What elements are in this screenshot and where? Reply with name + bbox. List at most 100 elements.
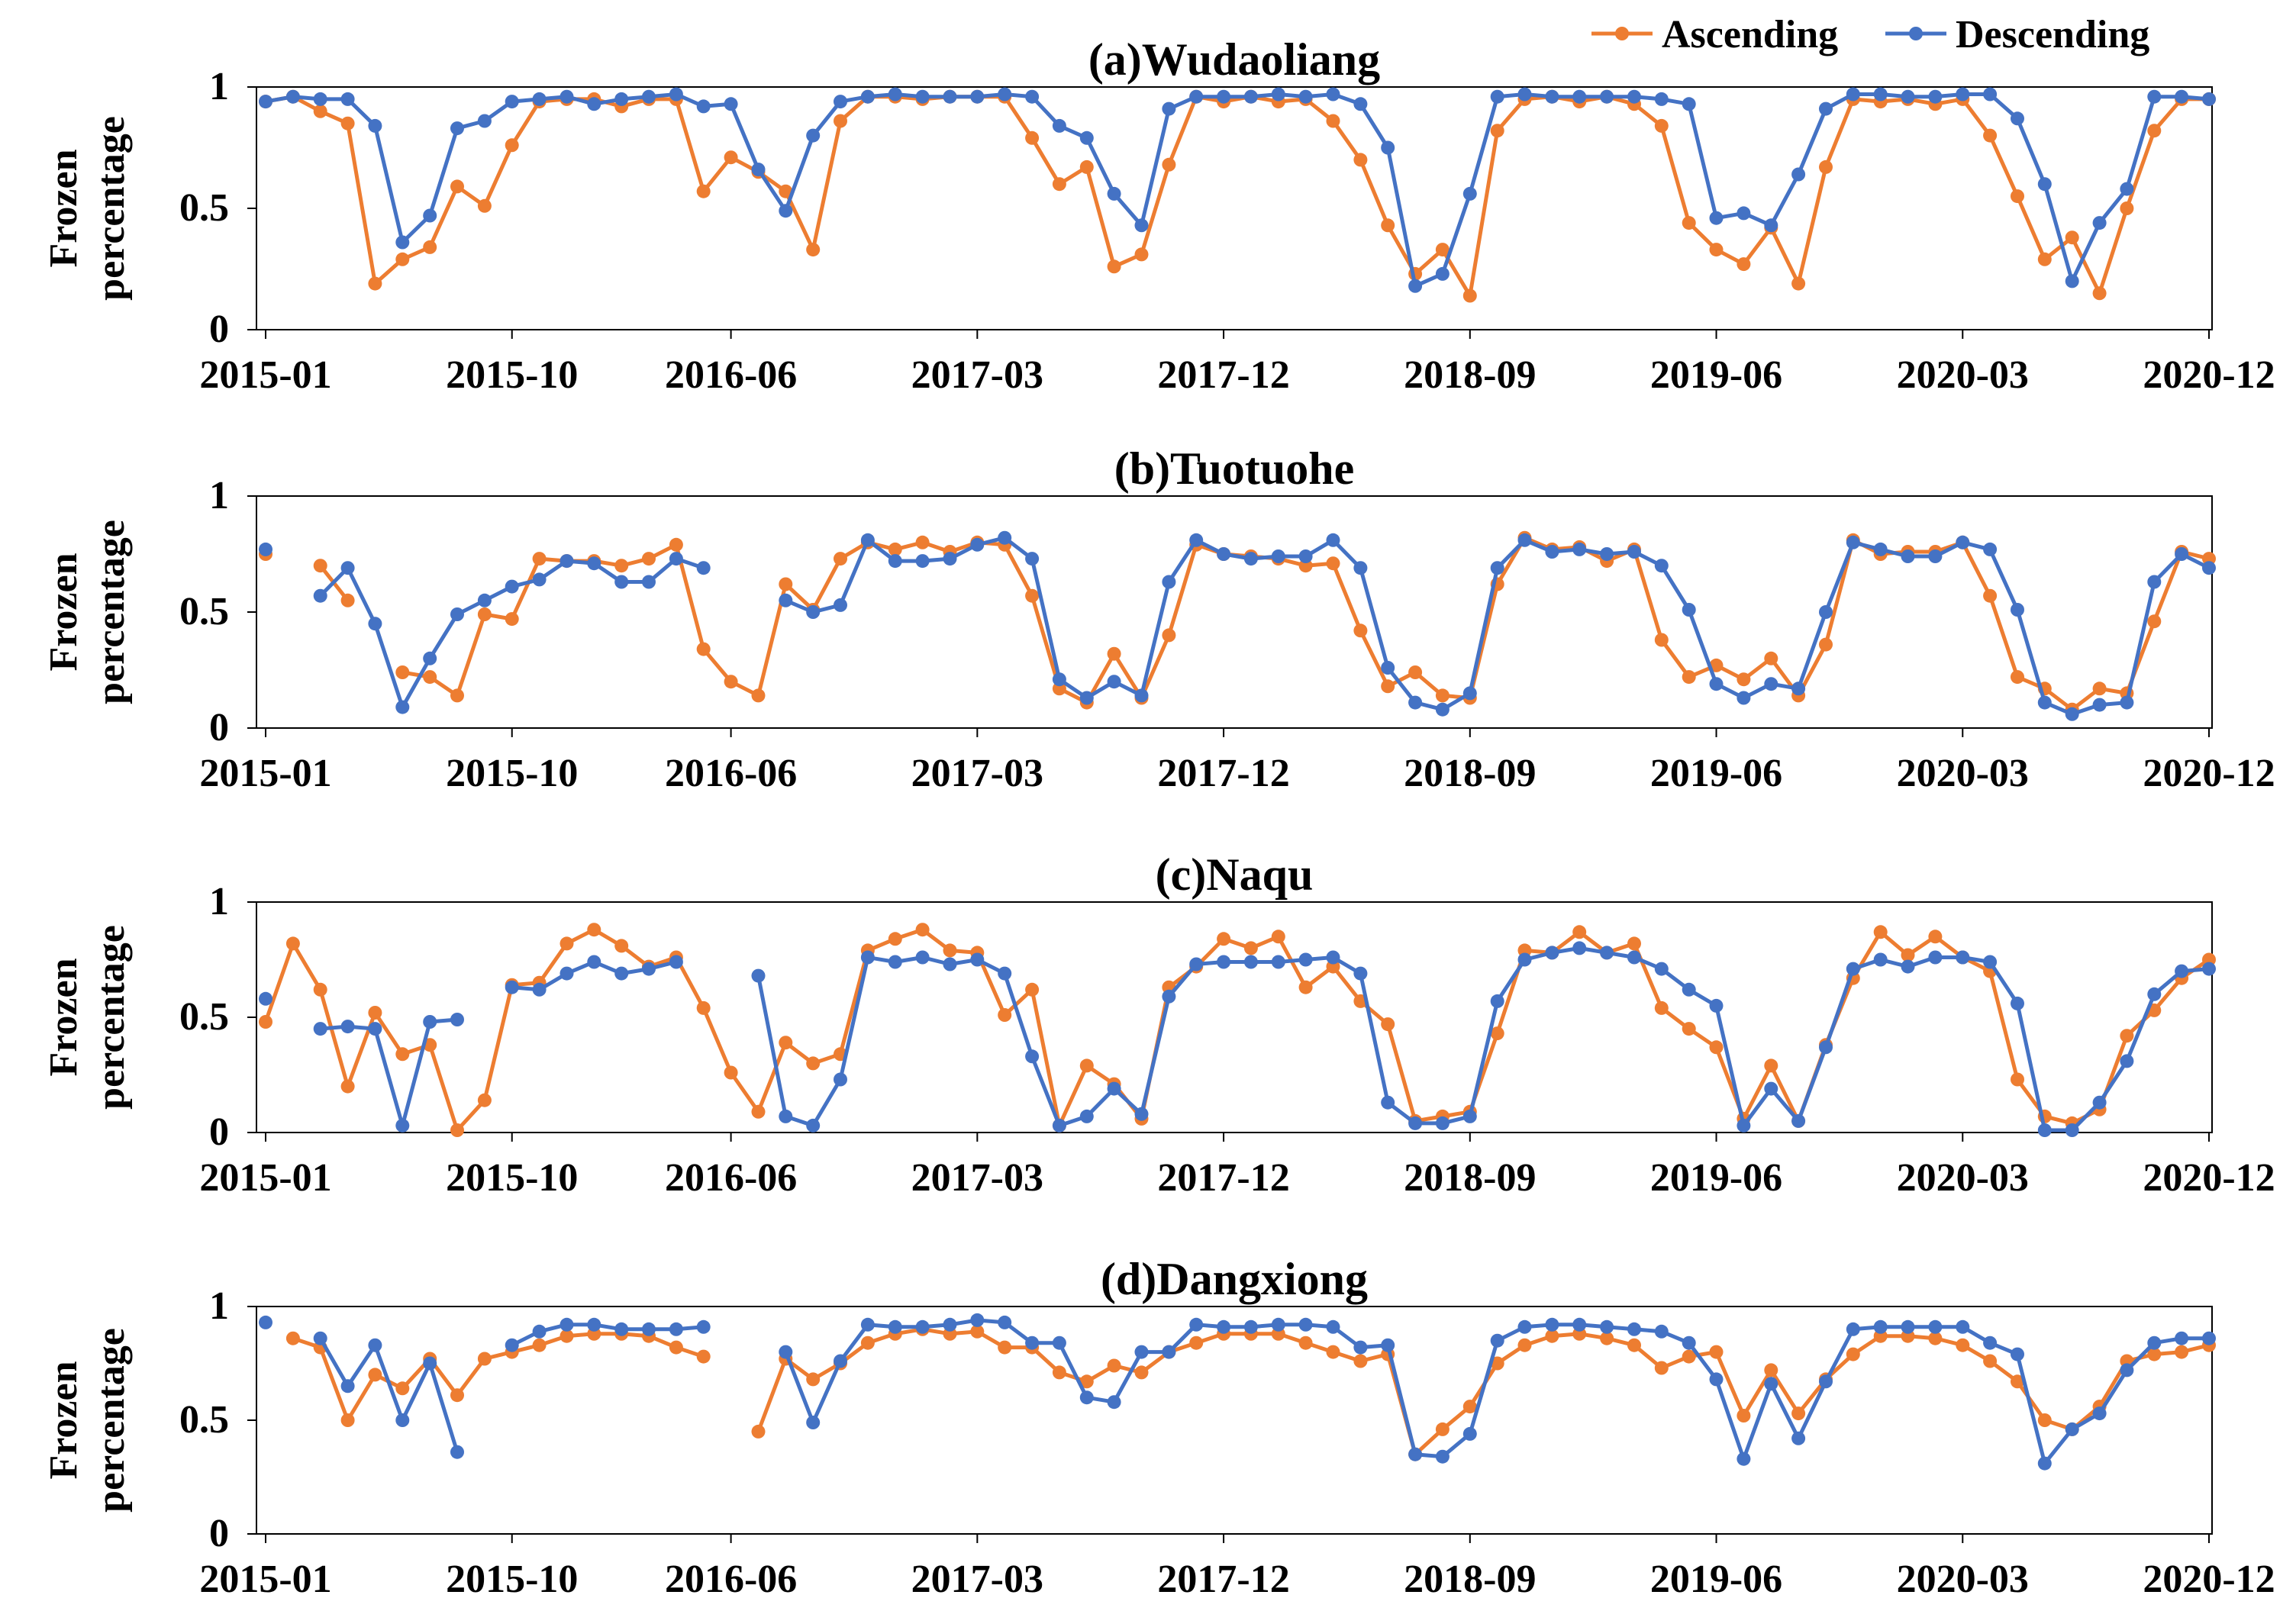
data-point-descending — [2147, 1336, 2162, 1350]
data-point-ascending — [1819, 637, 1833, 652]
data-point-ascending — [368, 276, 382, 291]
data-point-ascending — [1243, 941, 1258, 955]
data-point-ascending — [1298, 980, 1313, 994]
data-point-ascending — [724, 675, 738, 689]
x-tick-label: 2017-12 — [1157, 1156, 1289, 1200]
data-point-descending — [1873, 952, 1888, 967]
data-point-descending — [1846, 87, 1860, 101]
data-point-descending — [1326, 950, 1340, 965]
data-point-ascending — [2065, 230, 2079, 245]
data-point-ascending — [1217, 932, 1231, 946]
data-point-descending — [1901, 549, 1915, 563]
data-point-descending — [1846, 535, 1860, 549]
data-point-ascending — [1490, 124, 1504, 138]
data-point-descending — [1462, 1426, 1477, 1441]
data-point-descending — [477, 593, 492, 607]
data-point-ascending — [1627, 936, 1641, 951]
data-point-descending — [1490, 561, 1504, 575]
data-point-descending — [1435, 702, 1450, 717]
data-point-descending — [1079, 691, 1094, 705]
data-point-ascending — [2147, 1347, 2162, 1361]
data-point-descending — [1408, 1447, 1423, 1461]
data-point-ascending — [2120, 1029, 2134, 1043]
data-point-descending — [1682, 97, 1696, 111]
data-point-descending — [340, 92, 355, 106]
data-point-ascending — [1298, 1336, 1313, 1350]
data-point-descending — [368, 1022, 382, 1036]
data-point-ascending — [477, 1352, 492, 1366]
data-point-descending — [614, 966, 629, 981]
data-point-ascending — [559, 1329, 574, 1343]
data-point-descending — [395, 700, 410, 714]
data-point-descending — [1490, 1333, 1504, 1348]
data-point-descending — [1600, 547, 1614, 561]
data-point-descending — [1846, 1322, 1860, 1336]
data-point-ascending — [1353, 623, 1368, 638]
data-point-descending — [423, 651, 437, 665]
data-point-descending — [2120, 1363, 2134, 1377]
data-point-descending — [1709, 1372, 1724, 1387]
data-point-descending — [1709, 211, 1724, 225]
data-point-descending — [505, 95, 519, 109]
x-tick-label: 2020-12 — [2143, 752, 2275, 795]
data-point-descending — [2175, 547, 2189, 561]
data-point-descending — [2147, 89, 2162, 104]
data-point-descending — [1271, 1317, 1285, 1332]
data-point-descending — [505, 579, 519, 594]
data-point-ascending — [1819, 159, 1833, 174]
data-point-ascending — [505, 612, 519, 627]
data-point-descending — [642, 575, 656, 589]
data-point-descending — [1217, 1319, 1231, 1334]
data-point-descending — [1381, 1095, 1395, 1110]
data-point-descending — [860, 533, 875, 547]
data-point-descending — [2037, 695, 2052, 710]
data-point-descending — [2120, 182, 2134, 196]
data-point-descending — [1189, 1317, 1204, 1332]
data-point-ascending — [395, 665, 410, 679]
data-point-descending — [943, 957, 957, 971]
data-point-descending — [1243, 552, 1258, 566]
data-point-ascending — [1682, 670, 1696, 685]
data-point-descending — [1545, 1317, 1559, 1332]
data-point-descending — [1627, 545, 1641, 559]
data-point-descending — [313, 92, 327, 106]
legend: Ascending Descending — [1591, 13, 2149, 56]
data-point-ascending — [1134, 247, 1149, 262]
x-tick-label: 2017-12 — [1157, 752, 1289, 795]
data-point-descending — [806, 1416, 821, 1429]
data-point-descending — [998, 87, 1012, 101]
legend-marker — [1615, 27, 1629, 40]
x-tick-label: 2015-01 — [199, 1558, 331, 1601]
series-line-descending — [265, 92, 2210, 288]
data-point-ascending — [1353, 153, 1368, 167]
data-point-descending — [751, 968, 766, 983]
data-point-ascending — [888, 542, 902, 556]
panel-1: (a)Wudaoliang Frozenpercentage 0 0.5 1 2015-0… — [42, 34, 2275, 397]
y-tick-label: 0 — [209, 308, 229, 351]
data-point-descending — [1243, 1319, 1258, 1334]
data-point-descending — [2037, 1123, 2052, 1137]
data-point-descending — [1654, 1324, 1669, 1339]
data-point-ascending — [779, 577, 793, 591]
data-point-ascending — [2011, 1072, 2024, 1087]
data-point-ascending — [2092, 286, 2107, 301]
data-point-ascending — [2037, 1413, 2052, 1427]
data-point-descending — [1408, 279, 1423, 293]
data-point-ascending — [1079, 1374, 1094, 1389]
data-point-ascending — [340, 593, 355, 607]
data-point-ascending — [1052, 1365, 1066, 1380]
data-point-ascending — [532, 552, 547, 566]
data-point-ascending — [998, 1008, 1012, 1022]
data-point-descending — [1737, 206, 1751, 221]
data-point-descending — [1107, 186, 1121, 201]
data-point-descending — [1764, 218, 1778, 233]
data-point-descending — [2092, 698, 2107, 712]
data-point-descending — [860, 89, 875, 104]
data-point-descending — [1271, 955, 1285, 969]
data-point-descending — [779, 1109, 793, 1123]
data-point-descending — [587, 556, 601, 571]
data-point-ascending — [450, 179, 464, 194]
data-point-descending — [724, 97, 738, 111]
data-point-ascending — [559, 936, 574, 951]
x-tick-label: 2016-06 — [665, 1156, 797, 1200]
